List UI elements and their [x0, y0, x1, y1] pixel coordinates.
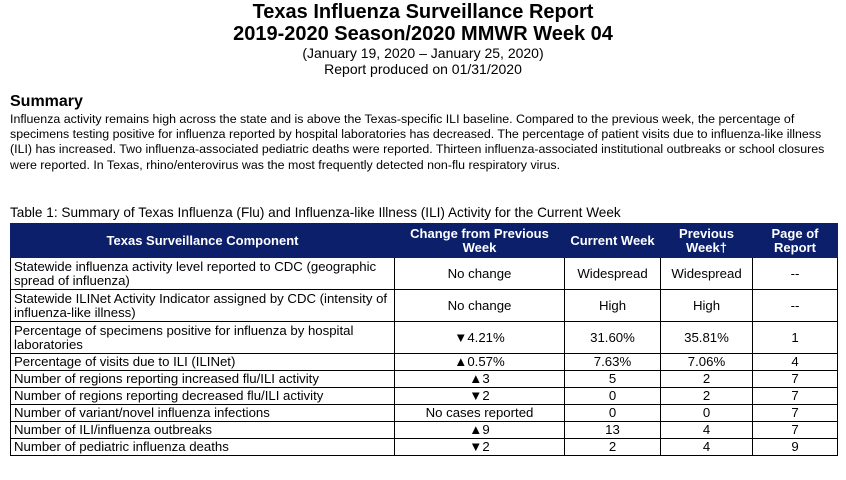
page-cell: 1: [752, 321, 838, 354]
surveillance-table: Texas Surveillance Component Change from…: [10, 223, 838, 456]
table-row: Number of variant/novel influenza infect…: [10, 404, 838, 422]
report-season-week: 2019-2020 Season/2020 MMWR Week 04: [233, 23, 613, 45]
page-cell: 7: [752, 387, 838, 405]
table-row: Percentage of visits due to ILI (ILINet)…: [10, 353, 838, 371]
report-title: Texas Influenza Surveillance Report: [252, 1, 594, 23]
previous-cell: 35.81%: [660, 321, 753, 354]
summary-heading: Summary: [10, 93, 83, 110]
previous-cell: 0: [660, 404, 753, 422]
col-header-previous: Previous Week†: [660, 223, 753, 258]
change-cell: ▼2: [394, 387, 565, 405]
table-row: Statewide ILINet Activity Indicator assi…: [10, 289, 838, 322]
page-cell: 7: [752, 404, 838, 422]
component-cell: Statewide ILINet Activity Indicator assi…: [10, 289, 395, 322]
col-header-change: Change from Previous Week: [394, 223, 565, 258]
current-cell: 0: [564, 404, 661, 422]
change-cell: ▼2: [394, 438, 565, 456]
report-header: Texas Influenza Surveillance Report 2019…: [0, 1, 846, 77]
col-header-current: Current Week: [564, 223, 661, 258]
previous-cell: 7.06%: [660, 353, 753, 371]
change-cell: ▲3: [394, 370, 565, 388]
change-cell: No change: [394, 257, 565, 290]
component-cell: Number of pediatric influenza deaths: [10, 438, 395, 456]
table-row: Number of ILI/influenza outbreaks ▲9 13 …: [10, 421, 838, 439]
previous-cell: 2: [660, 370, 753, 388]
change-cell: ▼4.21%: [394, 321, 565, 354]
change-cell: No cases reported: [394, 404, 565, 422]
change-cell: No change: [394, 289, 565, 322]
component-cell: Number of regions reporting decreased fl…: [10, 387, 395, 405]
report-produced-date: Report produced on 01/31/2020: [324, 61, 522, 77]
page-cell: 7: [752, 421, 838, 439]
table-row: Number of regions reporting increased fl…: [10, 370, 838, 388]
component-cell: Number of regions reporting increased fl…: [10, 370, 395, 388]
table-row: Number of pediatric influenza deaths ▼2 …: [10, 438, 838, 456]
col-header-page: Page of Report: [752, 223, 838, 258]
previous-cell: High: [660, 289, 753, 322]
current-cell: Widespread: [564, 257, 661, 290]
current-cell: 13: [564, 421, 661, 439]
page-cell: 4: [752, 353, 838, 371]
component-cell: Statewide influenza activity level repor…: [10, 257, 395, 290]
table-row: Percentage of specimens positive for inf…: [10, 321, 838, 354]
current-cell: 31.60%: [564, 321, 661, 354]
change-cell: ▲0.57%: [394, 353, 565, 371]
col-header-component: Texas Surveillance Component: [10, 223, 395, 258]
component-cell: Percentage of specimens positive for inf…: [10, 321, 395, 354]
current-cell: 5: [564, 370, 661, 388]
report-date-range: (January 19, 2020 – January 25, 2020): [302, 45, 544, 61]
page-cell: --: [752, 289, 838, 322]
previous-cell: 2: [660, 387, 753, 405]
component-cell: Number of ILI/influenza outbreaks: [10, 421, 395, 439]
previous-cell: Widespread: [660, 257, 753, 290]
summary-paragraph: Influenza activity remains high across t…: [10, 112, 825, 172]
page-cell: 9: [752, 438, 838, 456]
change-cell: ▲9: [394, 421, 565, 439]
table-header-row: Texas Surveillance Component Change from…: [10, 223, 838, 258]
current-cell: 2: [564, 438, 661, 456]
page-cell: --: [752, 257, 838, 290]
component-cell: Number of variant/novel influenza infect…: [10, 404, 395, 422]
component-cell: Percentage of visits due to ILI (ILINet): [10, 353, 395, 371]
current-cell: High: [564, 289, 661, 322]
table-row: Number of regions reporting decreased fl…: [10, 387, 838, 405]
page-cell: 7: [752, 370, 838, 388]
previous-cell: 4: [660, 421, 753, 439]
current-cell: 7.63%: [564, 353, 661, 371]
table-row: Statewide influenza activity level repor…: [10, 257, 838, 290]
previous-cell: 4: [660, 438, 753, 456]
current-cell: 0: [564, 387, 661, 405]
table-caption: Table 1: Summary of Texas Influenza (Flu…: [10, 205, 621, 220]
